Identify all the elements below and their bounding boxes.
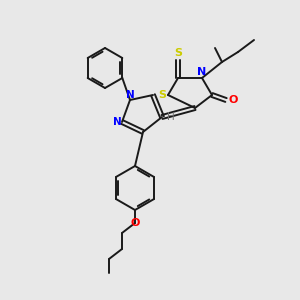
Text: H: H <box>167 112 174 122</box>
Text: O: O <box>228 95 238 105</box>
Text: S: S <box>158 90 166 100</box>
Text: N: N <box>197 67 207 77</box>
Text: N: N <box>112 117 122 127</box>
Text: N: N <box>126 90 134 100</box>
Text: O: O <box>130 218 140 228</box>
Text: S: S <box>174 48 182 58</box>
